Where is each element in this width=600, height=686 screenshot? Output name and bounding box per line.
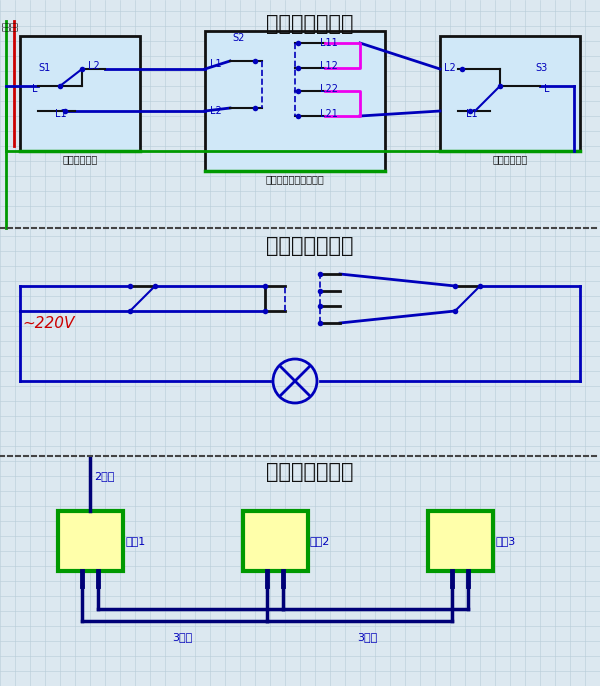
- Text: L22: L22: [320, 84, 338, 94]
- Bar: [20, 36, 140, 151]
- Text: L1: L1: [466, 109, 478, 119]
- Text: 开兴1: 开兴1: [125, 536, 145, 546]
- Text: 火线: 火线: [10, 21, 19, 31]
- Text: L1: L1: [210, 59, 221, 69]
- Text: S3: S3: [535, 63, 547, 73]
- Bar: [440, 36, 580, 151]
- Text: 三控开关接线图: 三控开关接线图: [266, 14, 354, 34]
- Text: L2: L2: [88, 61, 100, 71]
- Text: 2根线: 2根线: [94, 471, 115, 481]
- Text: L21: L21: [320, 109, 338, 119]
- Text: 3根线: 3根线: [357, 632, 377, 642]
- Text: L2: L2: [210, 106, 222, 116]
- Text: 单开双控开关: 单开双控开关: [493, 154, 527, 164]
- Text: 3根线: 3根线: [172, 632, 192, 642]
- Text: S2: S2: [232, 33, 244, 43]
- Bar: [205, 31, 385, 171]
- Text: ~220V: ~220V: [22, 316, 74, 331]
- Bar: [58, 511, 123, 571]
- Text: S1: S1: [38, 63, 50, 73]
- Text: L: L: [32, 84, 37, 94]
- Text: L: L: [544, 84, 550, 94]
- Text: L2: L2: [444, 63, 456, 73]
- Text: 中途开关（三控开关）: 中途开关（三控开关）: [266, 174, 325, 184]
- Text: 三控开关原理图: 三控开关原理图: [266, 236, 354, 256]
- Text: 单开双控开关: 单开双控开关: [62, 154, 98, 164]
- Text: L11: L11: [320, 38, 338, 48]
- Bar: [243, 511, 308, 571]
- Text: 三控开关布线图: 三控开关布线图: [266, 462, 354, 482]
- Text: L12: L12: [320, 61, 338, 71]
- Text: 开兴2: 开兴2: [310, 536, 331, 546]
- Bar: [428, 511, 493, 571]
- Text: L1: L1: [55, 109, 67, 119]
- Text: 相线: 相线: [1, 21, 11, 31]
- Text: 开兴3: 开兴3: [495, 536, 515, 546]
